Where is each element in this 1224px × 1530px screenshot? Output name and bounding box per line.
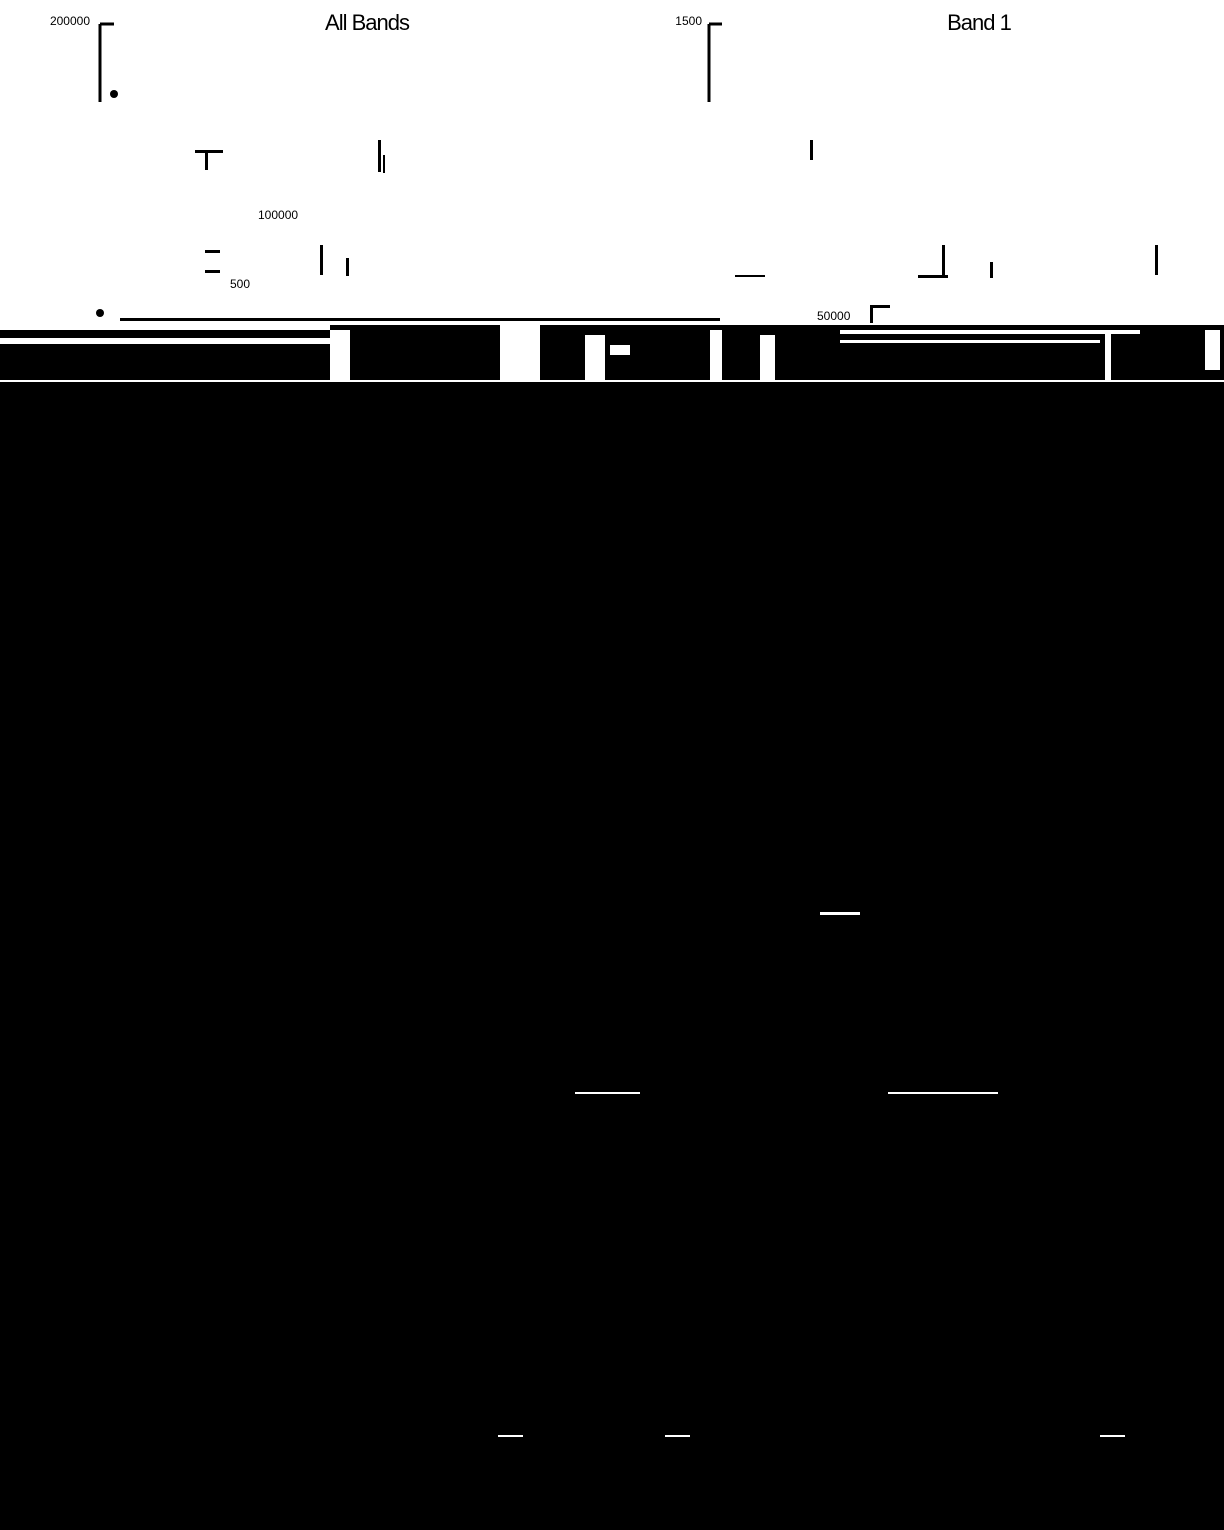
- glitch-band: [0, 325, 1224, 1437]
- axis-label: 100000: [258, 208, 298, 222]
- panel-title: All Bands: [325, 10, 410, 35]
- axis-label: 500: [230, 277, 250, 291]
- axis-label: 200000: [50, 14, 90, 28]
- axis-label: 1500: [675, 14, 702, 28]
- glitch-fragments: [120, 140, 1158, 323]
- marker: [96, 309, 104, 317]
- marker: [110, 90, 118, 98]
- right-axis: [707, 22, 722, 102]
- upper-area: [0, 0, 1224, 325]
- left-axis: [98, 22, 114, 102]
- panel-title: Band 1: [947, 10, 1011, 35]
- axis-label: 50000: [817, 309, 851, 323]
